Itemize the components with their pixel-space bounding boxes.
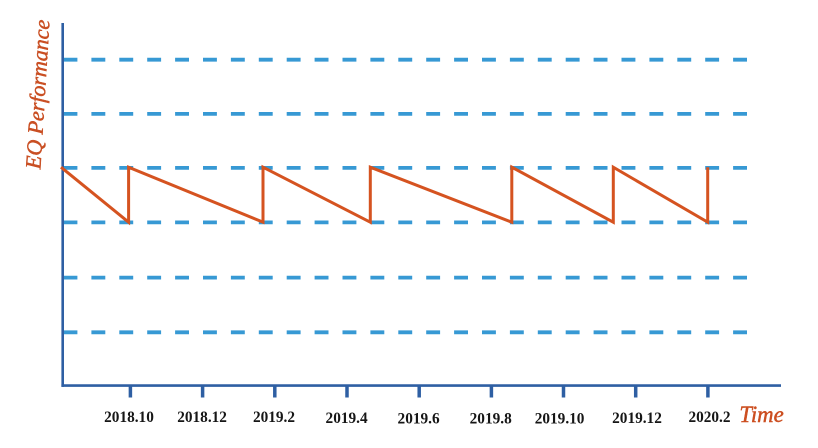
svg-text:2019.4: 2019.4 [326,410,368,427]
svg-text:2018.10: 2018.10 [104,409,154,426]
svg-text:2019.6: 2019.6 [398,410,440,427]
svg-text:EQ Performance: EQ Performance [20,19,54,171]
svg-text:2019.10: 2019.10 [535,410,585,427]
svg-text:2019.8: 2019.8 [470,410,512,427]
svg-text:2020.2: 2020.2 [688,409,730,426]
svg-text:Time: Time [739,402,783,427]
svg-text:2018.12: 2018.12 [177,409,227,426]
svg-text:2019.2: 2019.2 [253,409,295,426]
svg-text:2019.12: 2019.12 [612,410,662,427]
